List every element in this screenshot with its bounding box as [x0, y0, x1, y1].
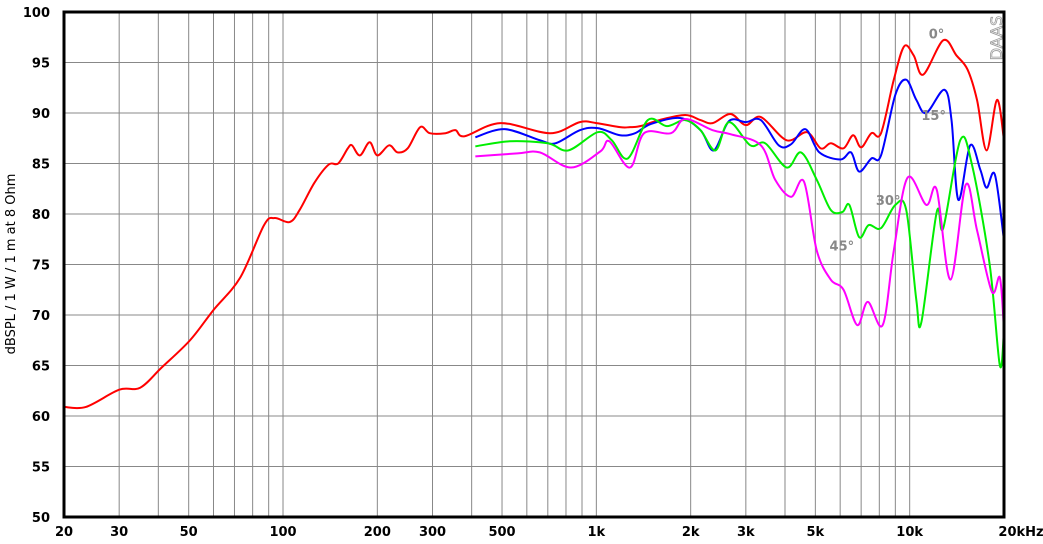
series-line-0	[63, 38, 1005, 410]
series-label-1: 15°	[921, 109, 946, 124]
y-tick-label: 90	[32, 107, 50, 122]
series-labels: 0° 15° 30° 45°	[830, 27, 946, 254]
axes: 50 55 60 65 70 75 80 85 90 95 100 20 30 50 100 200 300 50…	[23, 6, 1043, 540]
y-tick-label: 80	[32, 208, 50, 223]
x-tick-label: 100	[269, 525, 296, 540]
series-layer	[63, 38, 1005, 410]
x-tick-label: 50	[180, 525, 198, 540]
x-tick-label: 500	[488, 525, 515, 540]
x-tick-label: 5k	[807, 525, 825, 540]
x-tick-label: 30	[110, 525, 128, 540]
y-tick-label: 60	[32, 410, 50, 425]
y-tick-label: 55	[32, 461, 50, 476]
x-tick-label: 20	[55, 525, 73, 540]
y-tick-label: 85	[32, 158, 50, 173]
y-tick-label: 100	[23, 6, 50, 21]
watermark: DAAS	[987, 16, 1006, 61]
y-tick-label: 50	[32, 511, 50, 526]
y-axis-label: dBSPL / 1 W / 1 m at 8 Ohm	[4, 174, 19, 355]
y-tick-label: 65	[32, 360, 50, 375]
series-line-1	[475, 78, 1005, 241]
x-tick-label: 3k	[737, 525, 755, 540]
grid	[64, 11, 1004, 518]
x-tick-label: 2k	[682, 525, 700, 540]
plot-frame	[62, 10, 1006, 519]
series-line-2	[475, 117, 1005, 369]
y-tick-label: 75	[32, 259, 50, 274]
x-tick-label: 200	[364, 525, 391, 540]
y-tick-label: 70	[32, 309, 50, 324]
y-tick-label: 95	[32, 57, 50, 72]
series-label-0: 0°	[929, 27, 945, 42]
series-label-2: 30°	[876, 194, 901, 209]
x-tick-label: 20kHz	[998, 525, 1043, 540]
x-tick-label: 10k	[896, 525, 923, 540]
series-label-3: 45°	[830, 239, 855, 254]
x-tick-label: 1k	[587, 525, 605, 540]
series-line-3	[475, 118, 1005, 331]
x-tick-label: 300	[419, 525, 446, 540]
